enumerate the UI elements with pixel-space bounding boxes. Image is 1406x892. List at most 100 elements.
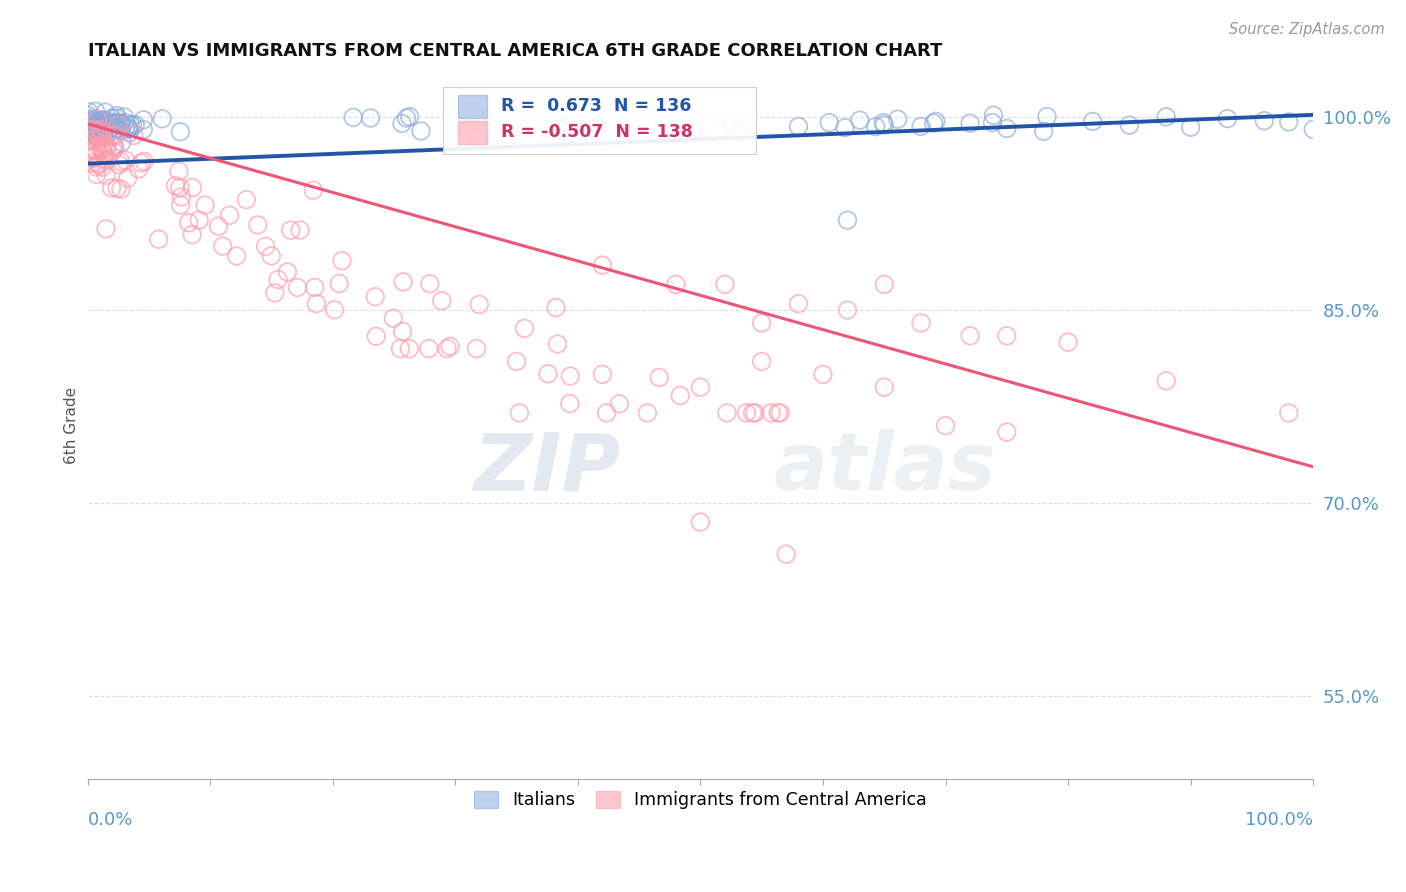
Point (114, 120, 136, 135)
Point (513, 321, 536, 335)
Point (84, 160, 107, 174)
Point (79, 122, 101, 136)
Point (910, 120, 932, 134)
Point (254, 239, 277, 253)
Point (91, 142, 114, 156)
Point (129, 156, 152, 170)
Point (391, 116, 413, 130)
Text: Source: ZipAtlas.com: Source: ZipAtlas.com (1229, 22, 1385, 37)
Point (714, 277, 737, 292)
Point (90, 123, 112, 137)
Point (121, 118, 143, 132)
FancyBboxPatch shape (458, 121, 486, 144)
Point (79, 112, 101, 126)
Point (181, 180, 204, 194)
Point (89, 119, 111, 133)
Point (636, 406, 658, 420)
Point (132, 122, 155, 136)
FancyBboxPatch shape (443, 87, 755, 153)
Point (82, 127, 104, 141)
Point (170, 198, 193, 212)
Point (457, 122, 479, 136)
Point (100, 181, 122, 195)
Point (101, 117, 124, 131)
Point (751, 354, 773, 368)
Point (90, 121, 112, 136)
Point (211, 239, 233, 253)
Point (547, 337, 569, 351)
Point (77, 121, 100, 136)
Point (87, 131, 110, 145)
Point (669, 118, 692, 132)
Point (77, 113, 100, 128)
Point (360, 111, 382, 125)
Point (591, 258, 613, 272)
Point (472, 112, 495, 126)
Point (77, 116, 100, 130)
Point (111, 136, 134, 150)
Point (79, 122, 101, 136)
Point (86, 112, 108, 127)
Point (114, 153, 136, 168)
Point (1278, 115, 1301, 129)
Point (132, 112, 155, 127)
Text: ZIP: ZIP (474, 429, 620, 508)
Point (90, 117, 112, 131)
Point (82, 113, 104, 128)
Point (83, 151, 105, 165)
Point (83, 132, 105, 146)
Point (108, 121, 131, 136)
Point (467, 129, 489, 144)
Point (1154, 374, 1177, 388)
Point (366, 329, 388, 343)
Point (1180, 120, 1202, 135)
Point (82, 142, 104, 156)
Point (86, 117, 108, 131)
Point (218, 208, 240, 222)
Point (91, 120, 114, 134)
Point (591, 116, 613, 130)
Point (398, 342, 420, 356)
Point (260, 249, 283, 263)
Point (465, 116, 488, 130)
Point (94, 222, 117, 236)
Point (1302, 122, 1324, 136)
Point (409, 124, 432, 138)
Point (922, 116, 945, 130)
Point (82, 127, 104, 141)
Point (721, 118, 744, 132)
Point (114, 115, 136, 129)
Point (104, 140, 127, 154)
Point (84, 123, 107, 137)
Point (181, 227, 204, 242)
Point (1216, 112, 1239, 126)
Point (103, 138, 125, 153)
Point (225, 249, 247, 263)
Point (558, 396, 581, 410)
Point (235, 193, 257, 207)
Point (100, 128, 122, 143)
Point (83, 149, 105, 163)
Point (84, 121, 107, 136)
Point (77, 122, 100, 136)
Point (101, 120, 124, 135)
Point (167, 164, 190, 178)
Point (1032, 124, 1054, 138)
Point (995, 425, 1018, 439)
Point (97, 116, 120, 130)
Point (391, 325, 413, 339)
Point (834, 120, 856, 135)
Point (79, 150, 101, 164)
Point (1278, 406, 1301, 420)
Point (108, 158, 131, 172)
Point (98, 117, 121, 131)
Point (80, 128, 103, 143)
Text: 0.0%: 0.0% (87, 811, 134, 829)
FancyBboxPatch shape (458, 95, 486, 118)
Point (86, 128, 108, 143)
Point (769, 406, 792, 420)
Point (117, 121, 139, 136)
Point (90, 127, 112, 141)
Point (484, 128, 506, 143)
Point (91, 161, 114, 175)
